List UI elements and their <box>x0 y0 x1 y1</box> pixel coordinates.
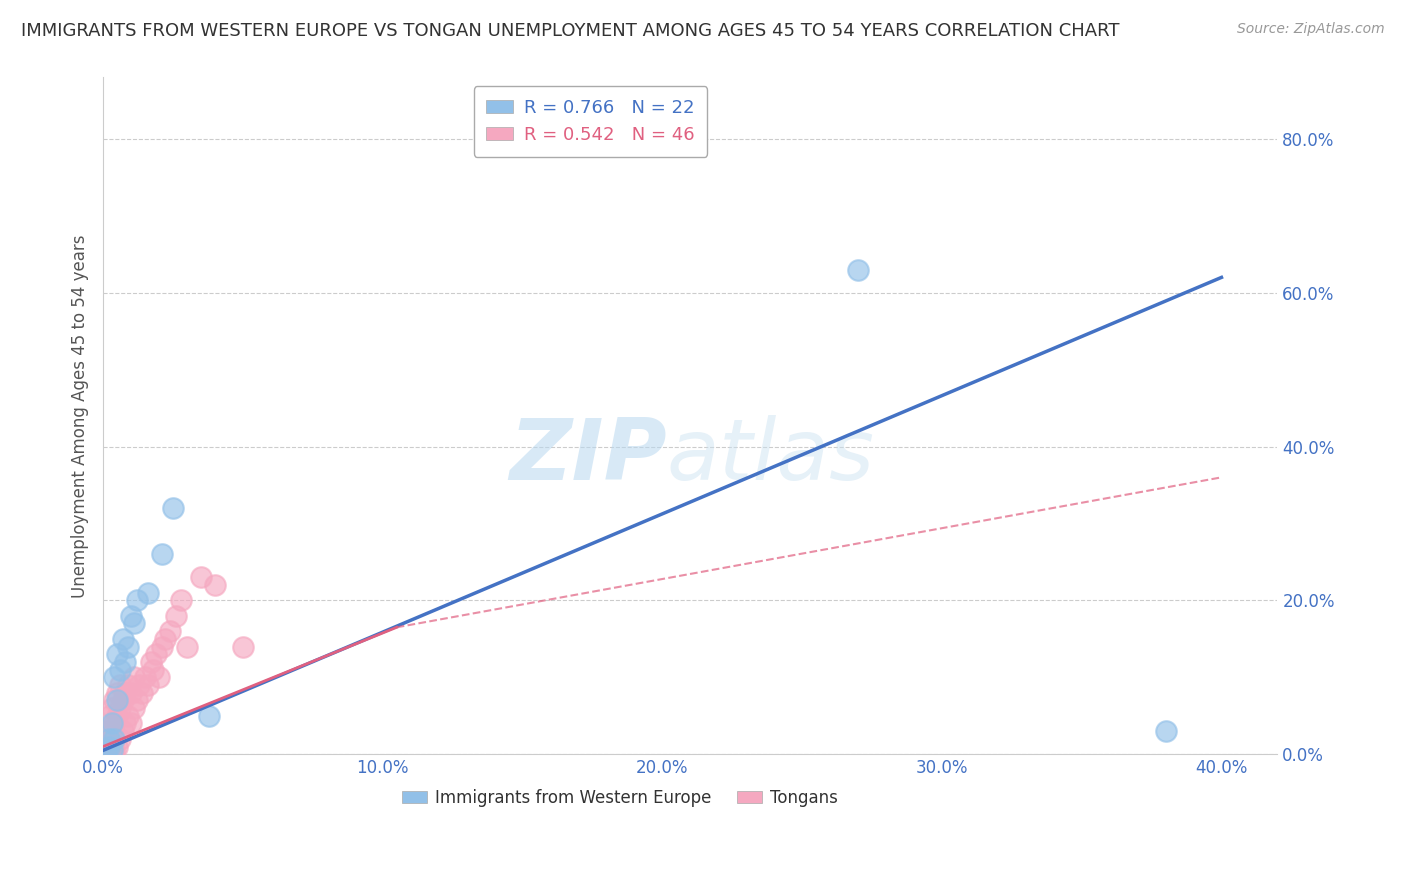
Point <box>108 731 131 746</box>
Point <box>97 731 120 746</box>
Point <box>117 678 139 692</box>
Point <box>136 678 159 692</box>
Point <box>117 640 139 654</box>
Point <box>97 743 120 757</box>
Point <box>105 693 128 707</box>
Point <box>111 724 134 739</box>
Point <box>120 686 142 700</box>
Y-axis label: Unemployment Among Ages 45 to 54 years: Unemployment Among Ages 45 to 54 years <box>72 234 89 598</box>
Point <box>128 678 150 692</box>
Point <box>134 670 156 684</box>
Point <box>204 578 226 592</box>
Point <box>94 743 117 757</box>
Point <box>97 708 120 723</box>
Point <box>165 608 187 623</box>
Point <box>232 640 254 654</box>
Point <box>103 670 125 684</box>
Point <box>103 716 125 731</box>
Point <box>153 632 176 646</box>
Point <box>120 716 142 731</box>
Point <box>103 693 125 707</box>
Point <box>108 663 131 677</box>
Point <box>117 708 139 723</box>
Point <box>108 701 131 715</box>
Point <box>105 647 128 661</box>
Point <box>150 547 173 561</box>
Point <box>122 616 145 631</box>
Point <box>100 724 122 739</box>
Point <box>122 701 145 715</box>
Point <box>1154 724 1177 739</box>
Point <box>136 585 159 599</box>
Point <box>846 262 869 277</box>
Point <box>108 678 131 692</box>
Point <box>114 716 136 731</box>
Point <box>170 593 193 607</box>
Text: Source: ZipAtlas.com: Source: ZipAtlas.com <box>1237 22 1385 37</box>
Point <box>111 693 134 707</box>
Point <box>145 647 167 661</box>
Point <box>176 640 198 654</box>
Point <box>103 743 125 757</box>
Point <box>162 501 184 516</box>
Point <box>103 731 125 746</box>
Point <box>120 608 142 623</box>
Point <box>94 724 117 739</box>
Point <box>105 686 128 700</box>
Point <box>100 743 122 757</box>
Point <box>131 686 153 700</box>
Point <box>125 693 148 707</box>
Legend: Immigrants from Western Europe, Tongans: Immigrants from Western Europe, Tongans <box>395 782 845 814</box>
Text: ZIP: ZIP <box>509 415 666 498</box>
Point <box>114 655 136 669</box>
Point <box>100 701 122 715</box>
Point <box>111 632 134 646</box>
Text: IMMIGRANTS FROM WESTERN EUROPE VS TONGAN UNEMPLOYMENT AMONG AGES 45 TO 54 YEARS : IMMIGRANTS FROM WESTERN EUROPE VS TONGAN… <box>21 22 1119 40</box>
Point <box>190 570 212 584</box>
Point <box>114 686 136 700</box>
Point <box>105 708 128 723</box>
Point <box>150 640 173 654</box>
Point <box>97 739 120 754</box>
Point <box>125 593 148 607</box>
Point <box>94 739 117 754</box>
Text: atlas: atlas <box>666 415 875 498</box>
Point <box>100 743 122 757</box>
Point <box>122 670 145 684</box>
Point <box>139 655 162 669</box>
Point <box>159 624 181 639</box>
Point <box>94 743 117 757</box>
Point <box>97 731 120 746</box>
Point <box>142 663 165 677</box>
Point <box>100 716 122 731</box>
Point <box>198 708 221 723</box>
Point <box>105 739 128 754</box>
Point <box>148 670 170 684</box>
